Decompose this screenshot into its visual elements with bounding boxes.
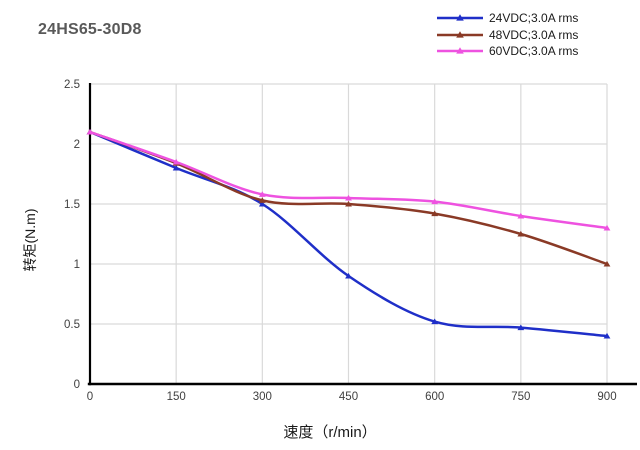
x-tick-label: 450 (339, 391, 358, 403)
y-tick-label: 0.5 (64, 319, 80, 331)
series-marker-1 (345, 200, 352, 207)
x-tick-label: 0 (87, 391, 93, 403)
series-marker-0 (431, 318, 439, 325)
x-tick-label: 600 (425, 391, 444, 403)
series-marker-1 (258, 197, 266, 203)
legend-line-marker-icon (437, 47, 483, 54)
legend-line-marker-icon (437, 14, 483, 21)
series-marker-1 (517, 230, 525, 237)
chart-title: 24HS65-30D8 (38, 21, 142, 38)
series-marker-0 (345, 272, 352, 279)
y-tick-label: 2.5 (64, 79, 80, 91)
series-marker-0 (517, 324, 525, 331)
legend-label: 48VDC;3.0A rms (489, 27, 579, 42)
series-marker-0 (172, 164, 180, 171)
y-tick-label: 1.5 (64, 199, 80, 211)
series-marker-1 (603, 260, 611, 267)
series-marker-2 (86, 128, 94, 135)
x-tick-label: 750 (511, 391, 530, 403)
y-tick-label: 0 (74, 379, 80, 391)
series-marker-2 (431, 198, 439, 205)
series-marker-0 (603, 332, 611, 339)
legend-line-marker-icon (437, 30, 483, 38)
series-marker-2 (258, 191, 266, 197)
series-marker-2 (172, 158, 180, 165)
x-axis-title: 速度（r/min） (283, 424, 377, 441)
legend-item-60vdc: 60VDC;3.0A rms (437, 43, 578, 59)
series-marker-2 (345, 194, 352, 201)
series-marker-2 (517, 212, 525, 219)
legend-item-24vdc: 24VDC;3.0A rms (437, 10, 578, 26)
series-marker-1 (431, 210, 439, 217)
series-marker-0 (258, 200, 266, 207)
legend: 24VDC;3.0A rms 48VDC;3.0A rms 60VDC;3.0A… (437, 10, 578, 59)
series-marker-2 (603, 224, 611, 231)
legend-item-48vdc: 48VDC;3.0A rms (437, 26, 578, 42)
legend-label: 60VDC;3.0A rms (489, 43, 579, 58)
y-tick-label: 1 (74, 259, 80, 271)
x-tick-label: 900 (597, 391, 616, 403)
y-tick-label: 2 (74, 139, 80, 151)
legend-label: 24VDC;3.0A rms (489, 11, 579, 26)
x-tick-label: 300 (253, 391, 272, 403)
x-tick-label: 150 (167, 391, 186, 403)
